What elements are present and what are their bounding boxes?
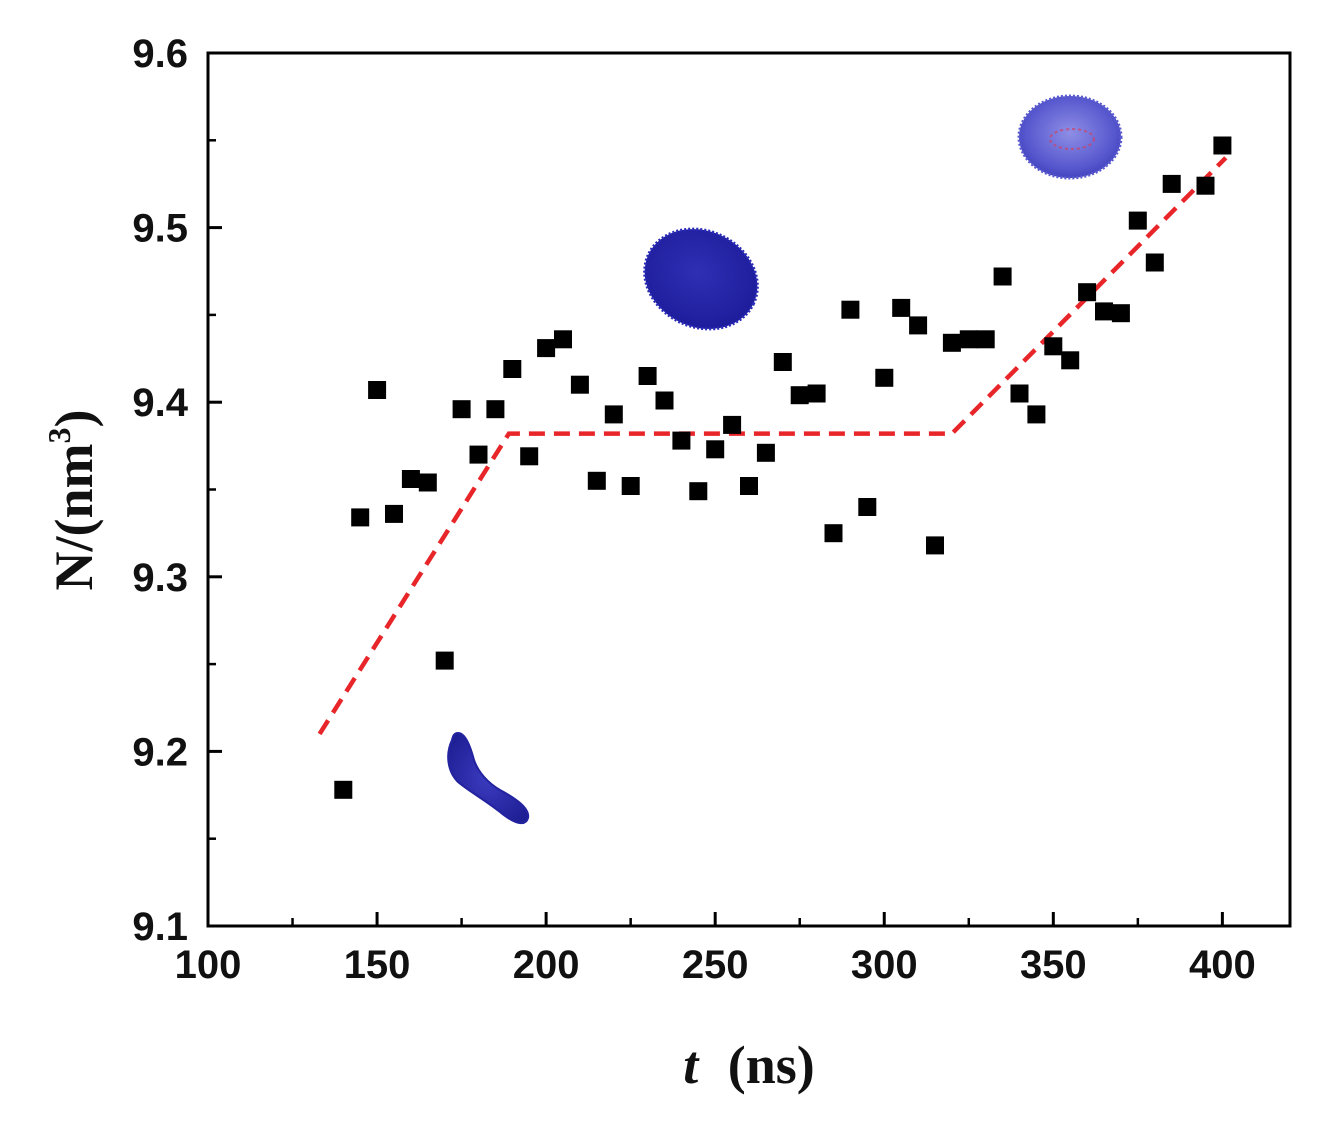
y-tick-label: 9.3	[132, 556, 188, 600]
x-tick-labels: 100 150 200 250 300 350 400	[175, 943, 1256, 987]
x-tick-label: 350	[1020, 943, 1087, 987]
data-point	[909, 316, 928, 335]
data-point	[486, 400, 505, 419]
data-point	[976, 330, 995, 349]
data-point	[892, 298, 911, 317]
data-points	[334, 136, 1232, 799]
data-point	[503, 360, 522, 378]
y-tick-label: 9.6	[132, 32, 188, 76]
data-point	[689, 482, 708, 501]
spherical-droplet-image	[1017, 94, 1123, 180]
data-point	[841, 300, 860, 319]
data-point	[1010, 384, 1029, 403]
ellipsoid-droplet-image	[643, 227, 759, 331]
data-point	[1044, 337, 1063, 356]
data-point	[1061, 351, 1080, 370]
y-tick-label: 9.5	[132, 207, 188, 251]
x-tick-label: 200	[513, 943, 580, 987]
data-point	[351, 508, 370, 527]
data-point	[401, 470, 420, 488]
x-tick-label: 400	[1189, 943, 1256, 987]
y-axis-title-close: )	[44, 410, 104, 428]
data-point	[1095, 302, 1113, 321]
data-point	[638, 367, 657, 385]
data-point	[537, 339, 556, 358]
data-point	[824, 524, 843, 543]
data-point	[1145, 253, 1164, 272]
data-point	[959, 330, 978, 349]
y-tick-label: 9.4	[132, 381, 188, 425]
data-point	[469, 445, 488, 464]
data-point	[875, 368, 894, 387]
elongated-droplet-image	[447, 731, 530, 825]
data-point	[1162, 174, 1181, 193]
data-point	[1196, 176, 1215, 195]
data-point	[570, 375, 589, 394]
data-point	[1027, 405, 1046, 424]
x-tick-label: 300	[851, 943, 918, 987]
droplet-illustrations	[447, 94, 1123, 825]
data-point	[723, 415, 742, 434]
data-point	[435, 651, 454, 670]
data-point	[1078, 283, 1097, 302]
data-point	[452, 400, 471, 419]
data-point	[756, 443, 775, 462]
x-tick-label: 100	[175, 943, 242, 987]
data-point	[621, 477, 640, 495]
data-point	[1111, 304, 1130, 323]
data-point	[655, 391, 674, 410]
data-point	[334, 780, 353, 799]
data-point	[858, 498, 877, 516]
x-axis-title: t (ns)	[683, 1035, 815, 1095]
y-axis-title-base: N/(nm	[44, 443, 104, 590]
data-point	[926, 536, 944, 555]
y-axis-title: N/(nm3)	[41, 410, 104, 591]
y-axis-title-sup: 3	[41, 427, 77, 443]
data-point	[1213, 136, 1232, 155]
data-point	[740, 477, 758, 495]
data-point	[604, 405, 623, 424]
x-tick-label: 150	[344, 943, 411, 987]
y-tick-labels: 9.1 9.2 9.3 9.4 9.5 9.6	[132, 32, 188, 949]
y-tick-label: 9.2	[132, 730, 188, 774]
data-point	[672, 431, 691, 450]
data-point	[587, 471, 606, 490]
data-point	[554, 330, 572, 349]
data-point	[1128, 211, 1147, 230]
data-point	[942, 333, 961, 352]
y-tick-label: 9.1	[132, 905, 188, 949]
data-point	[807, 384, 826, 403]
data-point	[418, 473, 437, 492]
data-point	[520, 447, 539, 466]
data-point	[773, 353, 792, 371]
data-point	[790, 386, 809, 405]
x-axis-title-unit: (ns)	[728, 1035, 815, 1095]
data-point	[368, 381, 387, 399]
data-point	[385, 504, 403, 523]
x-tick-label: 250	[682, 943, 749, 987]
tick-layer	[206, 51, 1224, 928]
data-point	[706, 440, 725, 459]
x-axis-title-var: t	[683, 1035, 700, 1095]
data-point	[993, 267, 1012, 286]
